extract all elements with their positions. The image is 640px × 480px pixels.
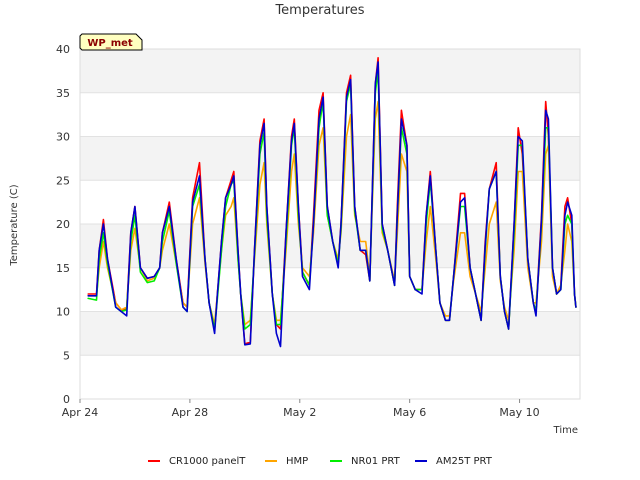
x-axis-title: Time [553, 425, 578, 436]
series-line-am25t-prt [87, 61, 577, 348]
legend-label-am25t-prt: AM25T PRT [436, 456, 493, 467]
y-tick-label: 25 [56, 174, 70, 187]
x-tick-label: Apr 24 [62, 406, 99, 419]
y-tick-label: 35 [56, 87, 70, 100]
plot-band [80, 49, 580, 93]
y-tick-label: 5 [63, 349, 70, 362]
y-axis-title: Temperature (C) [9, 184, 20, 266]
legend-label-cr1000-panelt: CR1000 panelT [169, 456, 246, 467]
x-tick-label: May 2 [283, 406, 316, 419]
station-badge: WP_met [79, 33, 143, 51]
x-tick-label: Apr 28 [172, 406, 209, 419]
x-axis: Apr 24 Apr 28 May 2 May 6 May 10 [62, 399, 540, 419]
legend: CR1000 panelT HMP NR01 PRT AM25T PRT [148, 456, 493, 467]
plot-band [80, 355, 580, 399]
y-tick-label: 10 [56, 306, 70, 319]
plot-band [80, 267, 580, 312]
legend-label-nr01-prt: NR01 PRT [351, 456, 401, 467]
legend-label-hmp: HMP [286, 456, 308, 467]
plot-band [80, 180, 580, 224]
plot-band [80, 136, 580, 181]
y-tick-label: 40 [56, 43, 70, 56]
y-tick-label: 0 [63, 393, 70, 406]
plot-frame [79, 48, 581, 400]
series-layer [87, 56, 577, 348]
plot-band [80, 311, 580, 356]
badge-label: WP_met [87, 38, 133, 49]
plot-band [80, 92, 580, 137]
badge-shape [79, 33, 143, 51]
x-tick-label: May 10 [499, 406, 539, 419]
x-tick-label: May 6 [393, 406, 426, 419]
y-axis: 0 5 10 15 20 25 30 35 40 [56, 43, 70, 406]
y-tick-label: 15 [56, 262, 70, 275]
y-tick-label: 20 [56, 218, 70, 231]
y-tick-label: 30 [56, 131, 70, 144]
chart-title: Temperatures [274, 3, 364, 18]
